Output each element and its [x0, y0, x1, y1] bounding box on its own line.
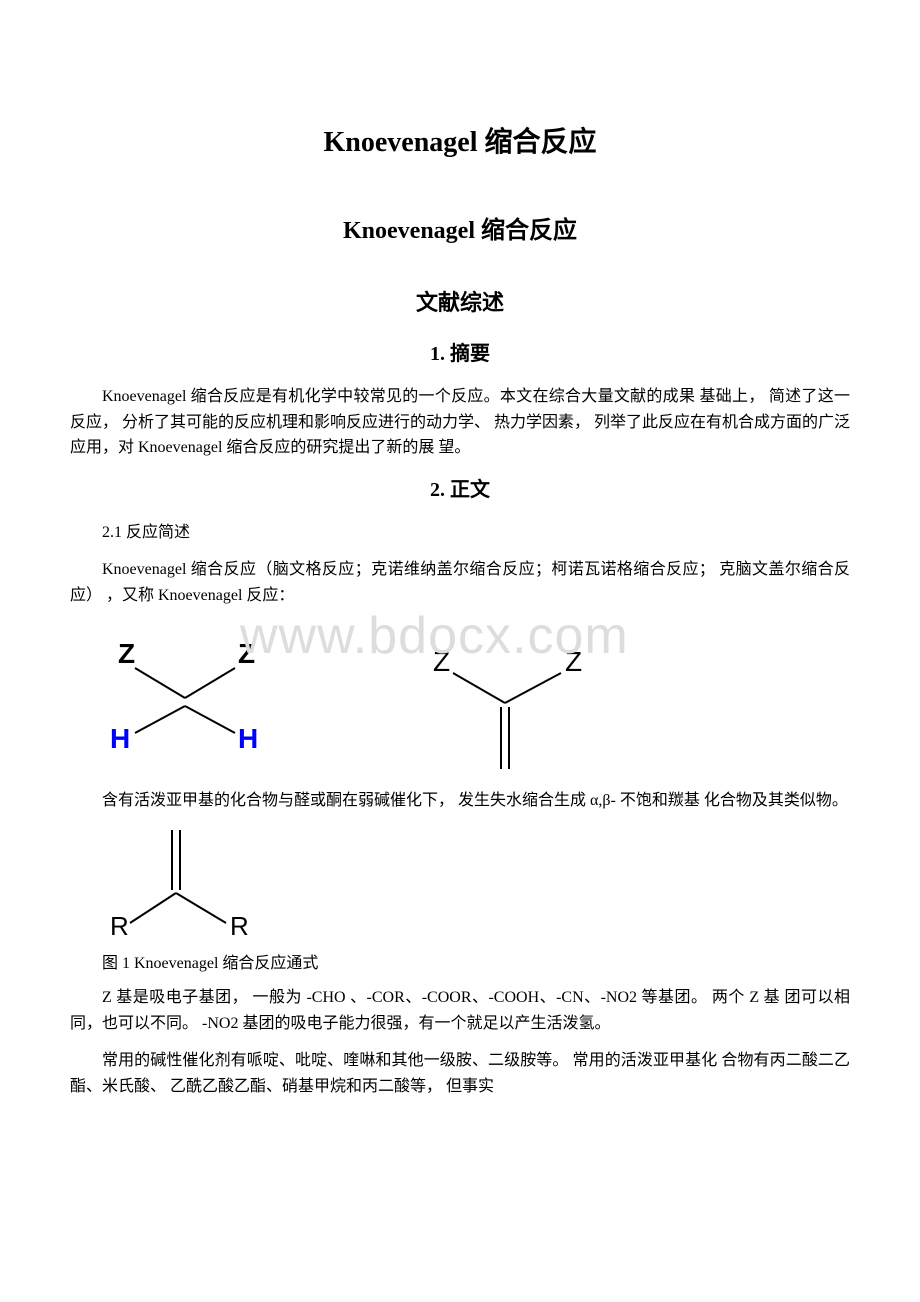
abstract-body: Knoevenagel 缩合反应是有机化学中较常见的一个反应。本文在综合大量文献…	[70, 384, 850, 461]
svg-text:Z: Z	[118, 638, 135, 669]
svg-text:Z: Z	[433, 646, 450, 677]
body-heading: 2. 正文	[70, 473, 850, 502]
chem-structure-reactant: Z Z H H	[90, 638, 275, 758]
reaction-figures-row: www.bdocx.com ZZHH ZZ	[70, 621, 850, 776]
sub-title: Knoevenagel 缩合反应	[70, 210, 850, 245]
abstract-heading: 1. 摘要	[70, 337, 850, 366]
para-2-1-c: Z 基是吸电子基团， 一般为 -CHO 、-COR、-COOR、-COOH、-C…	[70, 985, 850, 1036]
para-2-1-a: Knoevenagel 缩合反应（脑文格反应；克诺维纳盖尔缩合反应；柯诺瓦诺格缩…	[70, 557, 850, 608]
svg-text:H: H	[110, 723, 130, 754]
chem-structure-ketone-wrapper: RR	[100, 825, 850, 943]
para-2-1-d: 常用的碱性催化剂有哌啶、吡啶、喹啉和其他一级胺、二级胺等。 常用的活泼亚甲基化 …	[70, 1048, 850, 1099]
chem-structure-product: ZZ	[415, 641, 600, 776]
svg-text:Z: Z	[565, 646, 582, 677]
chem-structure-ketone: RR	[100, 825, 260, 943]
svg-text:H: H	[238, 723, 258, 754]
svg-text:R: R	[230, 911, 249, 941]
figure-1-caption: 图 1 Knoevenagel 缩合反应通式	[70, 949, 850, 973]
review-title: 文献综述	[70, 285, 850, 317]
main-title: Knoevenagel 缩合反应	[70, 120, 850, 160]
svg-text:R: R	[110, 911, 129, 941]
para-2-1-b: 含有活泼亚甲基的化合物与醛或酮在弱碱催化下， 发生失水缩合生成 α,β- 不饱和…	[70, 788, 850, 814]
subsection-2-1: 2.1 反应简述	[70, 520, 850, 546]
svg-text:Z: Z	[238, 638, 255, 669]
